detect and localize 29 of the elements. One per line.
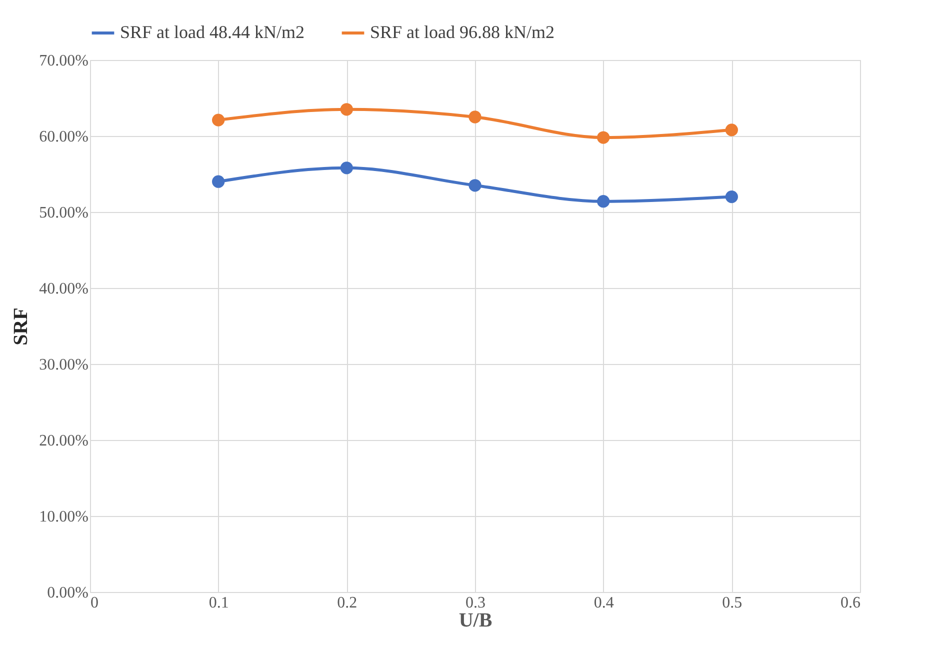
point bbox=[212, 114, 225, 126]
point bbox=[597, 195, 610, 208]
x-axis-title: U/B bbox=[458, 610, 492, 632]
y-tick-label: 70.00% bbox=[39, 52, 88, 70]
x-tick-label: 0.5 bbox=[722, 594, 742, 612]
y-tick-label: 60.00% bbox=[39, 128, 88, 146]
x-tick-label: 0.4 bbox=[594, 594, 614, 612]
y-tick-label: 0.00% bbox=[47, 584, 88, 602]
point bbox=[597, 131, 610, 144]
y-tick-label: 20.00% bbox=[39, 432, 88, 450]
point bbox=[725, 190, 738, 204]
x-tick-label: 0.2 bbox=[337, 594, 358, 612]
point bbox=[468, 110, 482, 124]
x-tick-label: 0.3 bbox=[466, 594, 486, 612]
point bbox=[340, 103, 353, 116]
point bbox=[340, 162, 353, 174]
y-tick-label: 10.00% bbox=[39, 508, 88, 526]
point bbox=[468, 179, 482, 192]
x-tick-label: 0 bbox=[90, 594, 98, 612]
x-tick-label: 0.6 bbox=[840, 594, 860, 612]
y-tick-label: 50.00% bbox=[39, 204, 88, 222]
y-axis-title: SRF bbox=[10, 308, 32, 346]
point bbox=[212, 175, 225, 188]
x-tick-label: 0.1 bbox=[208, 594, 229, 612]
legend-label: SRF at load 96.88 kN/m2 bbox=[370, 22, 555, 42]
point bbox=[725, 124, 738, 136]
y-tick-label: 40.00% bbox=[39, 280, 88, 298]
legend-label: SRF at load 48.44 kN/m2 bbox=[120, 22, 305, 42]
y-tick-label: 30.00% bbox=[39, 356, 88, 374]
